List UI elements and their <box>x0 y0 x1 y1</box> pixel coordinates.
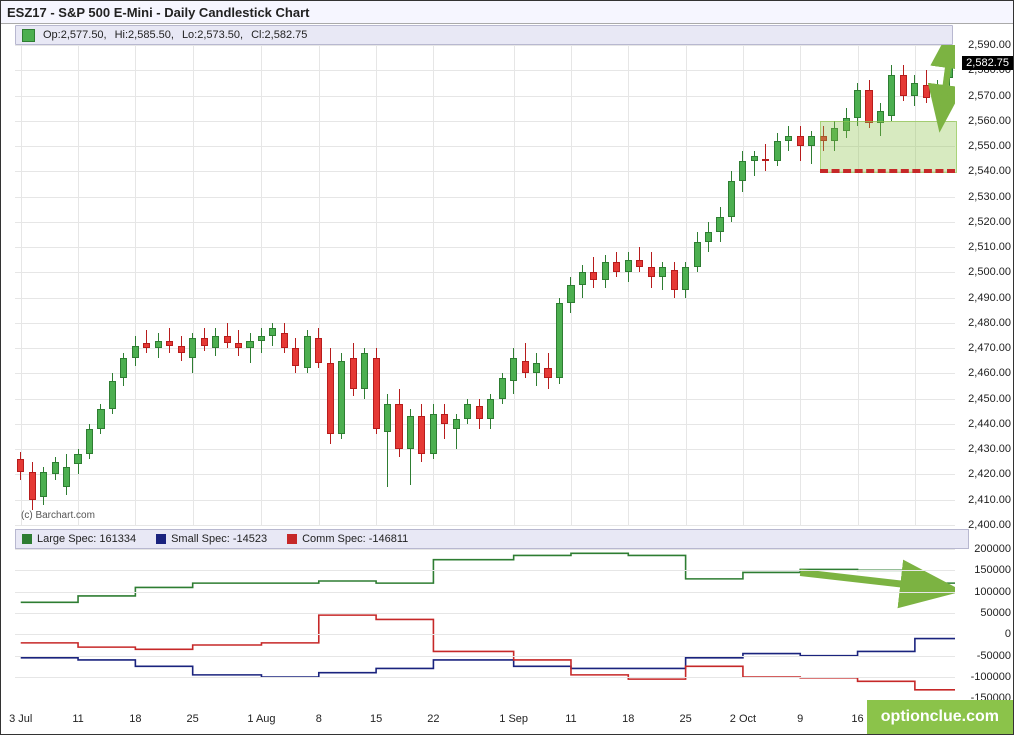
price-tick-label: 2,470.00 <box>968 342 1011 354</box>
x-tick-label: 25 <box>187 713 199 725</box>
cot-comm-label: Comm Spec: -146811 <box>302 533 408 545</box>
comm-spec-swatch-icon <box>287 534 297 544</box>
price-y-axis: 2,400.002,410.002,420.002,430.002,440.00… <box>957 45 1013 525</box>
x-tick-label: 8 <box>316 713 322 725</box>
x-tick-label: 25 <box>679 713 691 725</box>
x-tick-label: 1 Sep <box>499 713 528 725</box>
price-tick-label: 2,430.00 <box>968 443 1011 455</box>
price-tick-label: 2,410.00 <box>968 494 1011 506</box>
ohlc-low: Lo:2,573.50, <box>182 29 243 41</box>
small-spec-swatch-icon <box>156 534 166 544</box>
price-tick-label: 2,460.00 <box>968 367 1011 379</box>
x-tick-label: 22 <box>427 713 439 725</box>
cot-large-spec: Large Spec: 161334 <box>22 533 136 545</box>
chart-frame: ESZ17 - S&P 500 E-Mini - Daily Candlesti… <box>0 0 1014 735</box>
cot-y-axis: 200000150000100000500000-50000-100000-15… <box>957 549 1013 709</box>
price-tick-label: 2,480.00 <box>968 317 1011 329</box>
x-tick-label: 18 <box>622 713 634 725</box>
x-tick-label: 11 <box>72 713 83 725</box>
price-tick-label: 2,520.00 <box>968 216 1011 228</box>
price-tick-label: 2,530.00 <box>968 191 1011 203</box>
ohlc-open: Op:2,577.50, <box>43 29 107 41</box>
large-spec-swatch-icon <box>22 534 32 544</box>
cot-tick-label: -50000 <box>977 650 1011 662</box>
ohlc-high: Hi:2,585.50, <box>115 29 174 41</box>
forecast-arrows <box>15 45 955 525</box>
cot-small-label: Small Spec: -14523 <box>171 533 267 545</box>
x-tick-label: 9 <box>797 713 803 725</box>
price-tick-label: 2,500.00 <box>968 266 1011 278</box>
cot-tick-label: 0 <box>1005 628 1011 640</box>
x-tick-label: 11 <box>565 713 576 725</box>
cot-tick-label: 200000 <box>974 543 1011 555</box>
cot-tick-label: 50000 <box>980 607 1011 619</box>
x-tick-label: 15 <box>370 713 382 725</box>
price-tick-label: 2,420.00 <box>968 468 1011 480</box>
cot-trend-arrow <box>15 549 955 709</box>
cot-comm-spec: Comm Spec: -146811 <box>287 533 408 545</box>
price-tick-label: 2,540.00 <box>968 165 1011 177</box>
price-tick-label: 2,550.00 <box>968 140 1011 152</box>
price-tick-label: 2,440.00 <box>968 418 1011 430</box>
x-tick-label: 16 <box>851 713 863 725</box>
watermark: optionclue.com <box>867 700 1013 734</box>
price-tick-label: 2,560.00 <box>968 115 1011 127</box>
cot-small-spec: Small Spec: -14523 <box>156 533 267 545</box>
watermark-text: optionclue.com <box>881 708 999 725</box>
cot-legend-bar: Large Spec: 161334 Small Spec: -14523 Co… <box>15 529 969 549</box>
ohlc-swatch-icon <box>22 29 35 42</box>
chart-title-bar: ESZ17 - S&P 500 E-Mini - Daily Candlesti… <box>1 1 1013 24</box>
price-tick-label: 2,510.00 <box>968 241 1011 253</box>
price-tick-label: 2,570.00 <box>968 90 1011 102</box>
cot-chart-pane[interactable] <box>15 549 955 709</box>
price-tick-label: 2,400.00 <box>968 519 1011 531</box>
ohlc-legend-bar: Op:2,577.50, Hi:2,585.50, Lo:2,573.50, C… <box>15 25 953 45</box>
ohlc-close: Cl:2,582.75 <box>251 29 307 41</box>
x-tick-label: 1 Aug <box>247 713 275 725</box>
price-chart-pane[interactable]: (c) Barchart.com <box>15 45 955 525</box>
cot-tick-label: 100000 <box>974 586 1011 598</box>
date-x-axis: 3 Jul1118251 Aug815221 Sep1118252 Oct916… <box>15 713 955 733</box>
price-tick-label: 2,590.00 <box>968 39 1011 51</box>
x-tick-label: 2 Oct <box>730 713 756 725</box>
cot-tick-label: -100000 <box>971 671 1011 683</box>
x-tick-label: 18 <box>129 713 141 725</box>
price-tick-label: 2,450.00 <box>968 393 1011 405</box>
price-tick-label: 2,490.00 <box>968 292 1011 304</box>
x-tick-label: 3 Jul <box>9 713 32 725</box>
cot-large-label: Large Spec: 161334 <box>37 533 136 545</box>
cot-tick-label: 150000 <box>974 564 1011 576</box>
chart-title: ESZ17 - S&P 500 E-Mini - Daily Candlesti… <box>7 5 309 20</box>
current-price-tag: 2,582.75 <box>962 56 1013 70</box>
